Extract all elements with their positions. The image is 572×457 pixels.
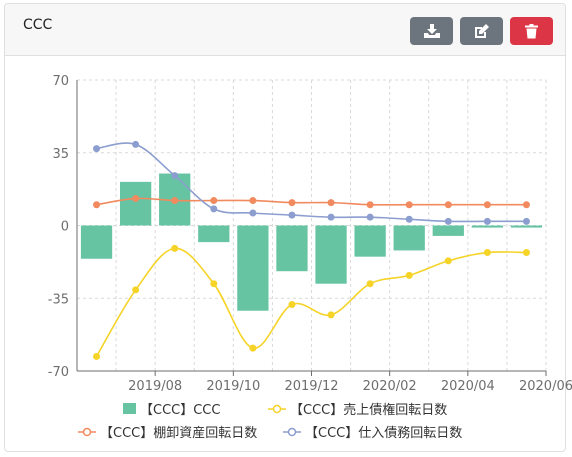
bar-ccc xyxy=(198,225,230,243)
edit-icon xyxy=(474,23,489,38)
download-icon xyxy=(423,24,440,38)
line-sales-receivable-point xyxy=(405,271,413,279)
line-inventory-point xyxy=(249,197,257,205)
y-tick-label: -35 xyxy=(48,292,69,307)
x-tick-label: 2020/02 xyxy=(363,379,417,394)
line-inventory-point xyxy=(132,194,140,202)
edit-button[interactable] xyxy=(460,17,503,45)
card-header: CCC xyxy=(5,4,565,56)
legend-label: 【CCC】棚卸資産回転日数 xyxy=(100,425,257,441)
y-tick-label: 35 xyxy=(52,147,69,162)
bar-ccc xyxy=(315,225,347,284)
legend-swatch-marker xyxy=(272,404,282,414)
legend-swatch-marker xyxy=(82,427,92,437)
line-inventory-point xyxy=(288,199,296,207)
line-inventory-point xyxy=(522,201,530,209)
bar-ccc xyxy=(80,225,113,259)
line-payable-point xyxy=(171,172,179,180)
line-payable-point xyxy=(327,213,335,221)
line-payable-point xyxy=(288,211,296,219)
x-tick-label: 2020/06 xyxy=(519,379,572,394)
line-payable-point xyxy=(444,217,452,225)
x-tick-label: 2019/12 xyxy=(284,379,338,394)
line-inventory-point xyxy=(483,201,491,209)
line-sales-receivable-point xyxy=(210,280,218,288)
legend-label: 【CCC】CCC xyxy=(140,403,220,418)
line-payable-point xyxy=(483,217,491,225)
line-payable-point xyxy=(405,215,413,223)
delete-button[interactable] xyxy=(510,17,553,45)
line-sales-receivable-point xyxy=(483,249,491,257)
line-inventory-point xyxy=(93,201,101,209)
download-button[interactable] xyxy=(410,17,453,45)
line-sales-receivable-point xyxy=(288,300,296,308)
bar-ccc xyxy=(237,225,269,311)
x-tick-label: 2019/08 xyxy=(128,379,182,394)
line-inventory-point xyxy=(327,199,335,207)
bar-ccc xyxy=(119,181,152,226)
y-tick-label: 70 xyxy=(52,74,69,89)
line-sales-receivable-point xyxy=(132,286,140,294)
line-sales-receivable-point xyxy=(366,280,374,288)
line-sales-receivable-point xyxy=(249,344,257,352)
line-payable-point xyxy=(249,209,257,217)
line-payable-point xyxy=(132,140,140,148)
line-sales-receivable-point xyxy=(327,311,335,319)
line-inventory-point xyxy=(171,197,179,205)
line-sales-receivable-point xyxy=(171,244,179,252)
legend-label: 【CCC】仕入債務回転日数 xyxy=(305,426,462,441)
line-inventory-point xyxy=(210,197,218,205)
bar-ccc xyxy=(432,225,464,236)
bar-ccc xyxy=(510,225,543,228)
y-tick-label: -70 xyxy=(48,365,69,380)
line-sales-receivable-point xyxy=(93,352,101,360)
legend-swatch-marker xyxy=(287,427,297,437)
card-title: CCC xyxy=(23,17,53,33)
line-payable-point xyxy=(210,205,218,213)
line-sales-receivable-point xyxy=(444,257,452,265)
bar-ccc xyxy=(276,225,308,272)
line-inventory-point xyxy=(444,201,452,209)
legend-label: 【CCC】売上債権回転日数 xyxy=(290,402,447,418)
line-payable-point xyxy=(93,145,101,153)
x-tick-label: 2020/04 xyxy=(441,379,495,394)
x-tick-label: 2019/10 xyxy=(206,379,260,394)
legend-swatch-bar xyxy=(123,403,136,414)
line-inventory-point xyxy=(405,201,413,209)
y-tick-label: 0 xyxy=(61,220,69,235)
line-payable-point xyxy=(366,213,374,221)
trash-icon xyxy=(525,23,538,38)
bar-ccc xyxy=(354,225,386,257)
line-payable-point xyxy=(522,217,530,225)
bar-ccc xyxy=(393,225,425,251)
line-inventory-point xyxy=(366,201,374,209)
bar-ccc xyxy=(471,225,504,228)
line-sales-receivable-point xyxy=(522,249,530,257)
